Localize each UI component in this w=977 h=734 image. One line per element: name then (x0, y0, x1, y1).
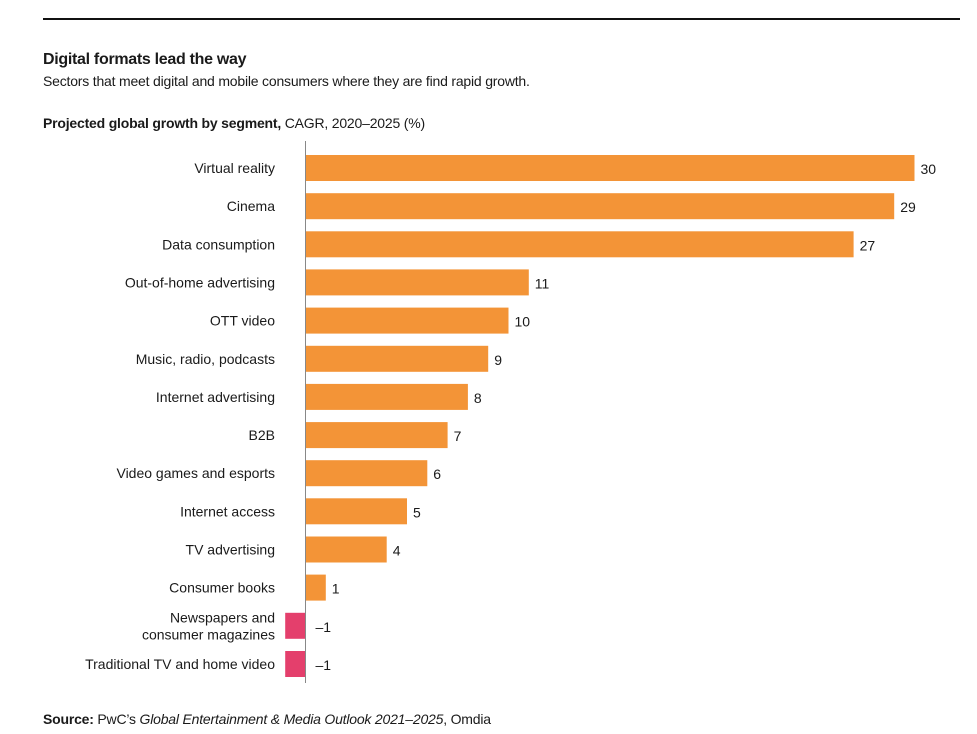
top-rule (43, 18, 960, 20)
bar (305, 383, 468, 410)
source-label: Source: (43, 711, 94, 727)
value-label: 9 (494, 352, 502, 368)
value-label: 8 (474, 390, 482, 406)
category-label: Video games and esports (116, 465, 275, 481)
category-label: Internet access (180, 503, 275, 519)
value-label: 5 (413, 504, 421, 520)
chart-heading: Projected global growth by segment, CAGR… (43, 115, 425, 131)
source-text-pre: PwC’s (93, 711, 140, 727)
category-label-line: TV advertising (186, 542, 275, 558)
chart-subtitle: Sectors that meet digital and mobile con… (43, 73, 530, 89)
bar (305, 345, 489, 372)
category-label: Virtual reality (194, 160, 275, 176)
value-label: 11 (535, 275, 550, 291)
category-label-line: Consumer books (169, 580, 275, 596)
value-label: 4 (393, 543, 401, 559)
category-label: OTT video (210, 313, 275, 329)
category-label-line: B2B (249, 427, 275, 443)
bar (305, 536, 387, 563)
category-label: B2B (249, 427, 275, 443)
bar (305, 269, 529, 296)
category-label: Data consumption (162, 236, 275, 252)
category-label: Newspapers and consumer magazines (142, 609, 275, 642)
category-label-line: Virtual reality (194, 160, 275, 176)
category-label-line: Out-of-home advertising (125, 274, 275, 290)
bar (305, 574, 326, 601)
category-label-line: Internet access (180, 503, 275, 519)
category-label-line: Internet advertising (156, 389, 275, 405)
category-label-line: Cinema (227, 198, 275, 214)
value-label: 1 (332, 581, 340, 597)
value-label: 27 (860, 237, 876, 253)
category-label-line: Newspapers and (170, 609, 275, 625)
bar (305, 460, 428, 487)
bar (285, 651, 306, 677)
chart-title: Digital formats lead the way (43, 51, 247, 68)
category-label-line: Video games and esports (116, 465, 275, 481)
source-text-post: , Omdia (443, 711, 491, 727)
category-label-line: Data consumption (162, 236, 275, 252)
bar (305, 193, 895, 220)
bar (305, 307, 509, 334)
chart-heading-bold: Projected global growth by segment, (43, 115, 282, 131)
category-label: Internet advertising (156, 389, 275, 405)
category-label: Traditional TV and home video (85, 656, 275, 672)
category-label-line: Music, radio, podcasts (136, 351, 275, 367)
value-label: 7 (454, 428, 462, 444)
source-note: Source: PwC’s Global Entertainment & Med… (43, 711, 491, 727)
value-label: 10 (515, 314, 531, 330)
value-label: 6 (433, 466, 441, 482)
category-label: Cinema (227, 198, 275, 214)
category-label: TV advertising (186, 542, 275, 558)
value-label: 30 (921, 161, 937, 177)
value-label: –1 (316, 657, 332, 673)
bar (305, 231, 854, 258)
category-label: Music, radio, podcasts (136, 351, 275, 367)
category-label-line: Traditional TV and home video (85, 656, 275, 672)
bar (305, 422, 448, 449)
category-label: Out-of-home advertising (125, 274, 275, 290)
value-label: 29 (900, 199, 916, 215)
category-label-line: OTT video (210, 313, 275, 329)
source-publication: Global Entertainment & Media Outlook 202… (139, 711, 444, 727)
category-label: Consumer books (169, 580, 275, 596)
bar (285, 612, 306, 639)
bar (305, 155, 915, 181)
bar (305, 498, 407, 525)
chart-heading-rest: CAGR, 2020–2025 (%) (281, 115, 425, 131)
category-label-line: consumer magazines (142, 626, 275, 642)
value-label: –1 (316, 619, 332, 635)
